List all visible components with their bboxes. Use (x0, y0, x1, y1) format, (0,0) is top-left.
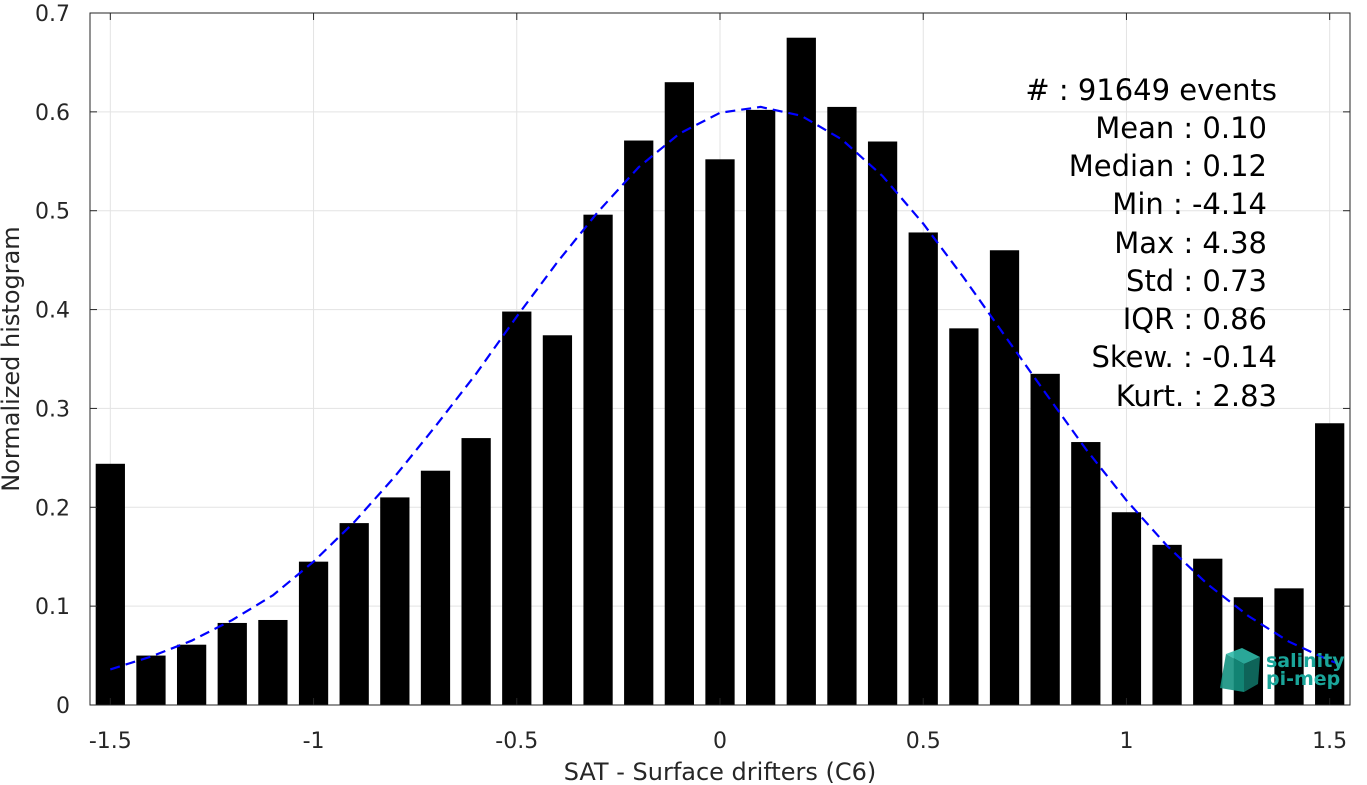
histogram-bar (95, 463, 125, 705)
stat-std: Std : 0.73 (1126, 264, 1267, 298)
histogram-bars (95, 37, 1345, 706)
x-tick-label: 1 (1119, 729, 1133, 754)
x-tick-label: 0.5 (906, 729, 941, 754)
histogram-bar (908, 232, 938, 705)
histogram-bar (867, 141, 898, 705)
histogram-bar (624, 140, 654, 706)
y-tick-labels: 0 0.1 0.2 0.3 0.4 0.5 0.6 0.7 (35, 2, 70, 719)
x-tick-label: -1.5 (89, 729, 132, 754)
histogram-bar (583, 214, 613, 705)
stat-min: Min : -4.14 (1112, 187, 1267, 221)
axis-ticks (90, 12, 1350, 706)
histogram-bar (258, 619, 288, 705)
histogram-bar (1315, 423, 1345, 705)
logo-line-1: salinity (1266, 650, 1345, 672)
histogram-bar (1274, 588, 1304, 705)
histogram-bar (949, 328, 979, 705)
x-tick-labels: -1.5 -1 -0.5 0 0.5 1 1.5 (89, 729, 1347, 754)
stat-max: Max : 4.38 (1114, 226, 1267, 260)
salinity-pimep-logo: salinity pi-mep (1220, 648, 1345, 692)
histogram-bar (502, 311, 532, 705)
logo-line-2: pi-mep (1266, 668, 1340, 690)
x-tick-label: 1.5 (1312, 729, 1347, 754)
histogram-bar (339, 523, 369, 705)
statistics-annotation: # : 91649 events Mean : 0.10 Median : 0.… (1025, 73, 1277, 413)
y-tick-label: 0.2 (35, 496, 70, 521)
x-tick-label: -0.5 (495, 729, 538, 754)
y-axis-label: Normalized histogram (0, 226, 25, 491)
stat-kurt: Kurt. : 2.83 (1116, 379, 1277, 413)
cube-logo-icon (1220, 648, 1260, 692)
histogram-bar (664, 82, 694, 705)
gaussian-fit-curve (109, 105, 1339, 671)
histogram-bar (461, 438, 491, 705)
x-tick-label: -1 (303, 729, 325, 754)
histogram-bar (746, 109, 776, 705)
histogram-bar (542, 335, 573, 705)
histogram-bar (298, 561, 329, 705)
histogram-bar (217, 622, 247, 705)
histogram-bar (1152, 544, 1182, 705)
x-axis-label: SAT - Surface drifters (C6) (564, 758, 877, 785)
y-tick-label: 0.3 (35, 397, 70, 422)
histogram-bar (1071, 442, 1101, 705)
y-tick-label: 0 (56, 694, 70, 719)
stat-count: # : 91649 events (1025, 73, 1277, 107)
histogram-bar (786, 37, 816, 705)
stat-iqr: IQR : 0.86 (1123, 302, 1267, 336)
histogram-bar (989, 250, 1020, 705)
y-tick-label: 0.7 (35, 2, 70, 27)
histogram-bar (827, 106, 857, 705)
histogram-bar (1193, 558, 1223, 705)
x-tick-label: 0 (713, 729, 727, 754)
y-tick-label: 0.4 (35, 299, 70, 324)
stat-mean: Mean : 0.10 (1095, 111, 1267, 145)
histogram-bar (176, 644, 207, 705)
y-tick-label: 0.6 (35, 101, 70, 126)
histogram-bar (1111, 512, 1142, 705)
histogram-bar (380, 497, 410, 705)
histogram-bar (1030, 373, 1060, 705)
histogram-bar (136, 655, 166, 705)
stat-skew: Skew. : -0.14 (1091, 340, 1277, 374)
stat-median: Median : 0.12 (1069, 149, 1267, 183)
y-tick-label: 0.5 (35, 200, 70, 225)
histogram-bar (705, 159, 735, 705)
y-tick-label: 0.1 (35, 595, 70, 620)
histogram-bar (420, 470, 451, 705)
